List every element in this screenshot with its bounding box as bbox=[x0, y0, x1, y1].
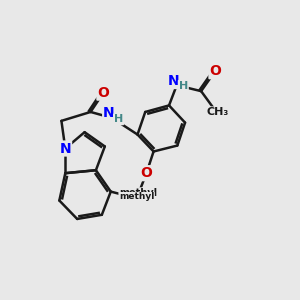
Text: methyl: methyl bbox=[119, 193, 154, 202]
Text: methyl: methyl bbox=[120, 188, 158, 198]
Text: CH₃: CH₃ bbox=[206, 107, 228, 117]
Text: H: H bbox=[114, 114, 123, 124]
Text: N: N bbox=[103, 106, 115, 120]
Text: N: N bbox=[59, 142, 71, 155]
Text: O: O bbox=[140, 166, 152, 180]
Text: O: O bbox=[209, 64, 221, 78]
Text: H: H bbox=[179, 81, 188, 91]
Text: Cl: Cl bbox=[124, 190, 139, 204]
Text: N: N bbox=[167, 74, 179, 88]
Text: O: O bbox=[98, 85, 109, 100]
